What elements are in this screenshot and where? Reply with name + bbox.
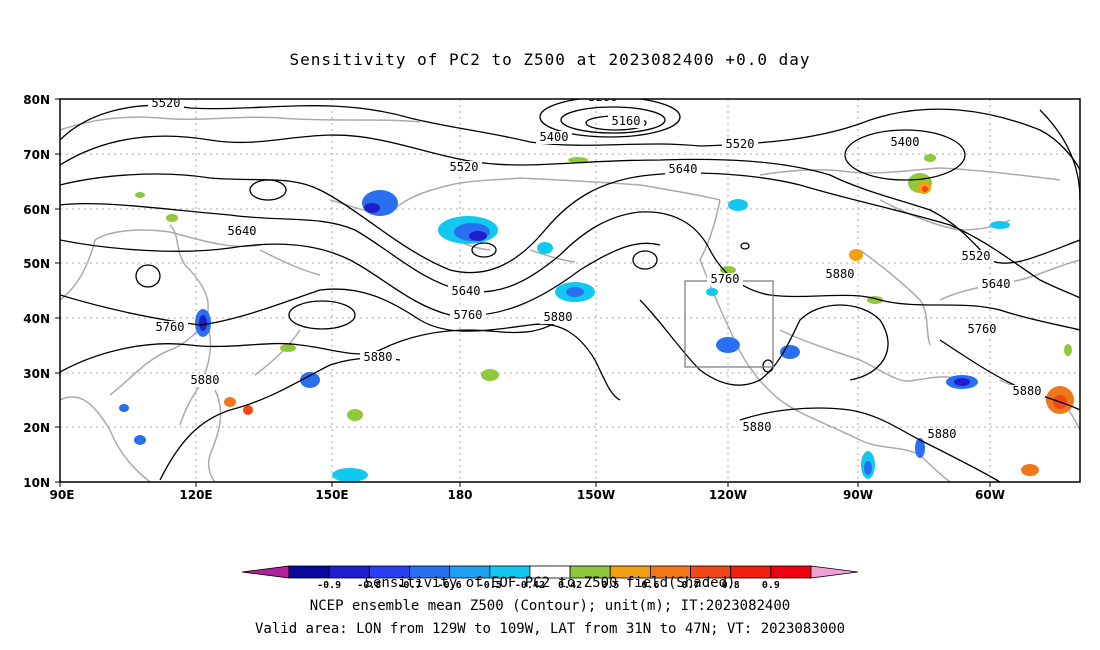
lat-label: 10N [23, 476, 50, 490]
contour-label-bg [540, 311, 576, 324]
contour-label-bg [978, 278, 1014, 291]
contour-label-bg [665, 163, 701, 176]
lat-label: 80N [23, 93, 50, 107]
contour-label: 5640 [228, 224, 257, 238]
axis-ticks [55, 98, 991, 487]
contour-label: 5880 [364, 350, 393, 364]
footer-contour-caption: NCEP ensemble mean Z500 (Contour); unit(… [309, 598, 791, 614]
contour-label: 5880 [928, 427, 957, 441]
contour-label: 5760 [156, 320, 185, 334]
contour-label: 5880 [826, 267, 855, 281]
contour-label: 5880 [1013, 384, 1042, 398]
lon-label: 60W [975, 488, 1005, 502]
lon-label: 150E [315, 488, 348, 502]
colorbar-tick-label: -0.9 [317, 580, 341, 591]
colorbar-tick-label: 0.6 [641, 580, 659, 591]
contour-label-bg [360, 351, 396, 364]
contour-label: 5880 [743, 420, 772, 434]
contour-label-bg [536, 131, 572, 144]
contour-label: 5520 [962, 249, 991, 263]
lat-label: 20N [23, 421, 50, 435]
contour-label-bg [887, 136, 923, 149]
contour-label-bg [446, 161, 482, 174]
colorbar-tick-label: -0.42 [515, 580, 545, 591]
latitude-labels: 80N 70N 60N 50N 40N 30N 20N 10N [23, 93, 50, 490]
lon-label: 150W [577, 488, 615, 502]
contour-label: 5880 [544, 310, 573, 324]
contour-label-bg [585, 99, 621, 104]
colorbar-tick-label: 0.7 [682, 580, 700, 591]
contour-label-bg [187, 374, 223, 387]
colorbar-tick-label: 0.9 [762, 580, 780, 591]
contour-label-bg [739, 421, 775, 434]
colorbar [241, 565, 859, 579]
contour-label: 5520 [726, 137, 755, 151]
contour-label: 5880 [191, 373, 220, 387]
contour-label: 5760 [968, 322, 997, 336]
contour-label: 5760 [454, 308, 483, 322]
contour-labels: 5160 5280 5400 5400 5520 5520 5520 5520 5640 5640… [148, 90, 1045, 441]
longitude-labels: 90E 120E 150E 180 150W 120W 90W 60W [50, 488, 1005, 502]
contour-label: 5280 [589, 90, 618, 104]
colorbar-tick-label: 0.42 [558, 580, 582, 591]
contour-label: 5640 [452, 284, 481, 298]
contour-label-bg [608, 115, 644, 128]
contour-label-bg [450, 309, 486, 322]
lat-label: 50N [23, 257, 50, 271]
colorbar-tick-label: -0.6 [438, 580, 462, 591]
footer-valid-area: Valid area: LON from 129W to 109W, LAT f… [254, 621, 845, 637]
contour-label-bg [964, 323, 1000, 336]
colorbar-ticks: -0.9 -0.8 -0.7 -0.6 -0.5 -0.42 0.42 0.5 0.6 0.7 0.… [317, 580, 780, 591]
colorbar-tick-label: 0.5 [601, 580, 619, 591]
z500-contours [60, 99, 1080, 482]
contour-label: 5640 [982, 277, 1011, 291]
lon-label: 120W [709, 488, 747, 502]
contour-label-bg [722, 138, 758, 151]
lon-label: 90E [50, 488, 75, 502]
contour-label: 5760 [711, 272, 740, 286]
contour-label-bg [148, 99, 184, 110]
lon-label: 120E [179, 488, 212, 502]
colorbar-tick-label: -0.8 [357, 580, 381, 591]
colorbar-arrow-right [810, 565, 859, 579]
contour-label-bg [707, 273, 743, 286]
contour-label: 5400 [540, 130, 569, 144]
plot-frame [59, 98, 1081, 483]
contour-label-bg [224, 225, 260, 238]
lat-label: 60N [23, 203, 50, 217]
contour-label-bg [1009, 385, 1045, 398]
lat-label: 30N [23, 367, 50, 381]
contour-label-bg [152, 321, 188, 334]
map-title: Sensitivity of PC2 to Z500 at 2023082400… [289, 50, 811, 69]
contour-label-bg [958, 250, 994, 263]
contour-label-bg [822, 268, 858, 281]
contour-label: 5640 [669, 162, 698, 176]
contour-label-bg [924, 428, 960, 441]
footer-shading-caption: Sensitivity of EOF PC2 to Z500 field(Sha… [364, 575, 736, 591]
contour-label: 5520 [450, 160, 479, 174]
lon-label: 90W [843, 488, 873, 502]
contour-label: 5520 [152, 96, 181, 110]
lon-label: 180 [447, 488, 472, 502]
contour-label: 5160 [612, 114, 641, 128]
plot-area: 5160 5280 5400 5400 5520 5520 5520 5520 5640 5640… [60, 90, 1080, 482]
contour-label-bg [448, 285, 484, 298]
lat-label: 70N [23, 148, 50, 162]
contour-label: 5400 [891, 135, 920, 149]
colorbar-tick-label: -0.7 [397, 580, 421, 591]
lat-label: 40N [23, 312, 50, 326]
colorbar-tick-label: -0.5 [478, 580, 502, 591]
valid-area-box [684, 280, 774, 368]
colorbar-tick-label: 0.8 [722, 580, 740, 591]
